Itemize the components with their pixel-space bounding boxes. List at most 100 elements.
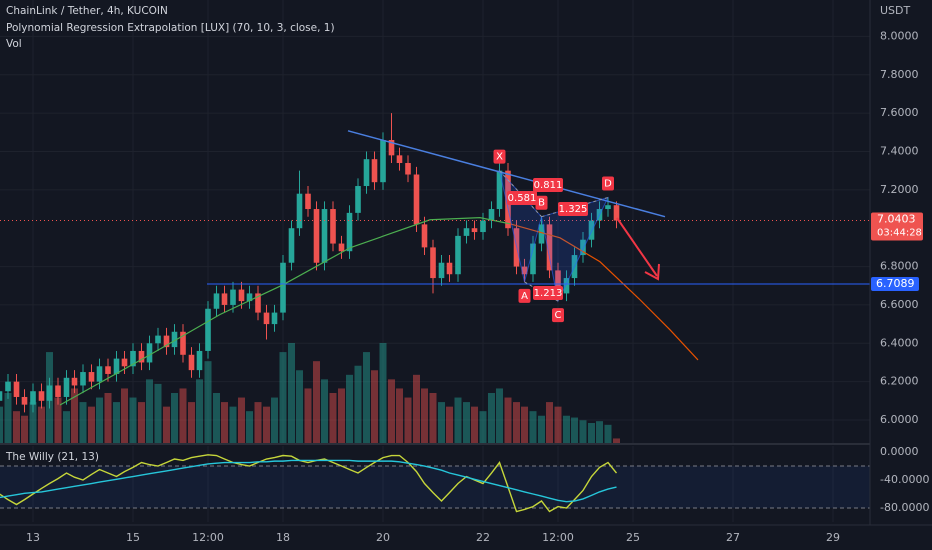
volume-bar bbox=[21, 415, 28, 443]
volume-bar bbox=[196, 379, 203, 443]
volume-bar bbox=[88, 406, 95, 443]
volume-bar bbox=[146, 379, 153, 443]
volume-bar bbox=[229, 406, 237, 443]
candle-body bbox=[580, 239, 586, 256]
volume-bar bbox=[171, 393, 178, 443]
candle-body bbox=[113, 358, 120, 374]
countdown-label: 03:44:28 bbox=[877, 227, 922, 238]
volume-bar bbox=[204, 361, 212, 443]
volume-bar bbox=[79, 402, 87, 443]
candle-body bbox=[455, 235, 461, 275]
volume-layer bbox=[0, 343, 620, 443]
candle-body bbox=[355, 186, 361, 213]
pattern-point-label: D bbox=[604, 179, 612, 190]
volume-bar bbox=[454, 397, 462, 443]
oscillator-line bbox=[0, 454, 618, 513]
candle-body bbox=[205, 308, 211, 351]
candle-body bbox=[38, 391, 45, 401]
candle-body bbox=[530, 243, 536, 275]
volume-bar bbox=[563, 415, 570, 443]
y-tick-label: 6.0000 bbox=[880, 413, 919, 426]
arrow-head bbox=[644, 263, 660, 281]
x-tick-label: 27 bbox=[726, 531, 740, 544]
candle-body bbox=[63, 377, 70, 397]
volume-bar bbox=[579, 420, 587, 443]
y-tick-label: 6.8000 bbox=[880, 260, 919, 273]
y-tick-label: 7.8000 bbox=[880, 68, 919, 81]
candle-body bbox=[305, 193, 311, 210]
indicator-legend: Polynomial Regression Extrapolation [LUX… bbox=[6, 22, 335, 34]
volume-bar bbox=[296, 370, 303, 443]
volume-bar bbox=[0, 406, 3, 443]
volume-bar bbox=[613, 438, 620, 443]
candle-body bbox=[280, 262, 286, 313]
pattern-point-tag bbox=[602, 176, 614, 191]
oscillator-band bbox=[0, 466, 870, 509]
candle-body bbox=[180, 331, 186, 355]
symbol-title: ChainLink / Tether, 4h, KUCOIN bbox=[6, 5, 168, 17]
volume-bar bbox=[529, 411, 537, 443]
candle-body bbox=[555, 270, 561, 294]
candle-body bbox=[80, 372, 86, 386]
volume-bar bbox=[521, 406, 528, 443]
volume-bar bbox=[363, 352, 370, 443]
x-tick-label: 29 bbox=[826, 531, 840, 544]
candle-body bbox=[105, 366, 111, 374]
candle-body bbox=[321, 209, 328, 263]
candle-body bbox=[346, 212, 353, 252]
candle-body bbox=[588, 220, 595, 240]
ratio-tag bbox=[558, 202, 588, 216]
candle-body bbox=[146, 343, 153, 363]
volume-bar bbox=[496, 388, 503, 443]
volume-bar bbox=[4, 393, 12, 443]
y2-tick-label: -80.0000 bbox=[880, 501, 929, 514]
candle-body bbox=[138, 350, 145, 363]
x-tick-label: 15 bbox=[126, 531, 140, 544]
x-tick-label: 12:00 bbox=[192, 531, 224, 544]
candle-body bbox=[430, 247, 436, 279]
oscillator-title: The Willy (21, 13) bbox=[5, 451, 99, 463]
volume-bar bbox=[254, 402, 262, 443]
volume-bar bbox=[588, 423, 595, 443]
candle-body bbox=[413, 174, 420, 225]
volume-bar bbox=[413, 374, 420, 443]
pattern-point-label: C bbox=[555, 310, 562, 321]
volume-bar bbox=[488, 393, 495, 443]
candle-body bbox=[330, 209, 336, 244]
y-tick-label: 7.6000 bbox=[880, 106, 919, 119]
x-tick-label: 18 bbox=[276, 531, 290, 544]
candle-body bbox=[296, 193, 303, 229]
x-tick-label: 25 bbox=[626, 531, 640, 544]
volume-bar bbox=[38, 406, 45, 443]
volume-bar bbox=[321, 379, 328, 443]
y-tick-label: 6.2000 bbox=[880, 375, 919, 388]
candle-body bbox=[446, 262, 453, 275]
candle-body bbox=[538, 224, 545, 244]
last-price-tag bbox=[871, 212, 923, 241]
volume-bar bbox=[163, 406, 170, 443]
volume-bar bbox=[138, 402, 145, 443]
volume-bar bbox=[104, 393, 112, 443]
drawn-arrow bbox=[616, 217, 660, 281]
candle-body bbox=[471, 228, 478, 233]
candle-body bbox=[313, 209, 320, 263]
volume-bar bbox=[513, 402, 520, 443]
candle-body bbox=[246, 293, 253, 302]
x-tick-label: 13 bbox=[26, 531, 40, 544]
volume-bar bbox=[396, 388, 403, 443]
x-tick-label: 22 bbox=[476, 531, 490, 544]
volume-bar bbox=[96, 397, 103, 443]
candle-body bbox=[613, 205, 620, 221]
volume-bar bbox=[279, 352, 287, 443]
candle-body bbox=[221, 293, 228, 305]
candle-body bbox=[421, 224, 428, 248]
volume-bar bbox=[221, 402, 228, 443]
volume-bar bbox=[246, 411, 253, 443]
y-tick-label: 6.4000 bbox=[880, 336, 919, 349]
volume-bar bbox=[213, 393, 220, 443]
volume-bar bbox=[288, 343, 295, 443]
ratio-label: 1.213 bbox=[534, 288, 563, 299]
volume-bar bbox=[29, 402, 37, 443]
volume-bar bbox=[129, 397, 137, 443]
